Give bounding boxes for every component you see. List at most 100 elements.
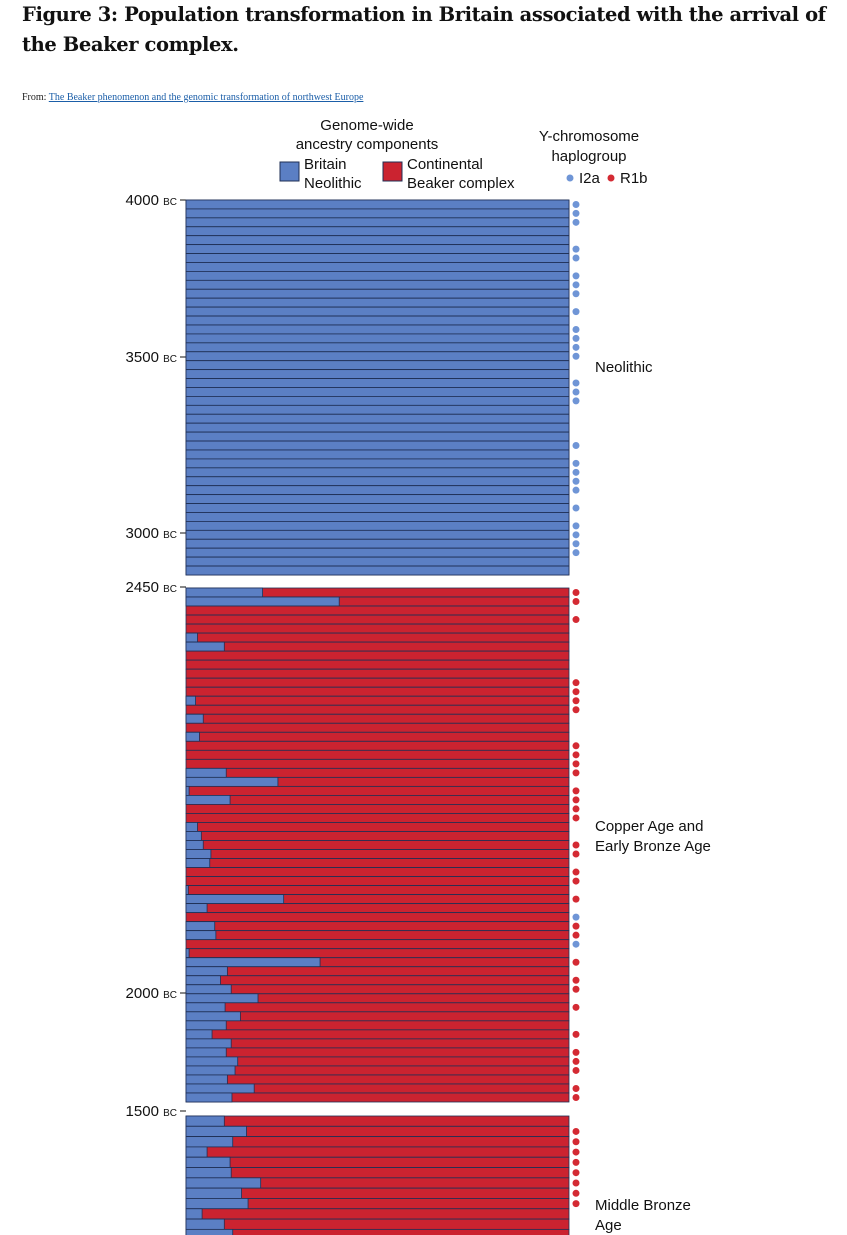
sample-bar-britain xyxy=(185,315,570,326)
sample-bar-britain xyxy=(185,297,570,308)
r1b-dot xyxy=(572,1048,580,1056)
r1b-dot xyxy=(572,751,580,759)
sample-bar-continental xyxy=(185,1056,570,1067)
i2a-dot xyxy=(572,281,580,289)
sample-bar-britain xyxy=(185,404,570,415)
sample-bar-continental xyxy=(185,650,570,661)
legend-swatch-continental-beaker xyxy=(382,161,403,182)
sample-bar-britain xyxy=(185,984,232,995)
legend-britain-line2: Neolithic xyxy=(304,175,362,192)
sample-bar-continental xyxy=(185,668,570,679)
source-article-link[interactable]: The Beaker phenomenon and the genomic tr… xyxy=(48,92,364,103)
i2a-dot xyxy=(572,352,580,360)
i2a-dot xyxy=(572,504,580,512)
r1b-dot xyxy=(572,1030,580,1038)
sample-bar-britain xyxy=(185,440,570,451)
legend-continental-line2: Beaker complex xyxy=(407,175,515,192)
sample-bar-britain xyxy=(185,396,570,406)
sample-bar-continental xyxy=(185,876,570,886)
sample-bar-britain xyxy=(185,306,570,317)
sample-bar-continental xyxy=(185,840,570,850)
i2a-dot xyxy=(572,459,580,467)
i2a-dot xyxy=(572,468,580,476)
sample-bar-continental xyxy=(185,1208,570,1220)
sample-bar-continental xyxy=(185,1146,570,1158)
sample-bar-britain xyxy=(185,1198,249,1210)
sample-bar-continental xyxy=(185,623,570,634)
i2a-dot xyxy=(572,245,580,253)
sample-bar-britain xyxy=(185,921,216,932)
r1b-dot xyxy=(572,1200,580,1208)
sample-bar-britain xyxy=(185,1125,247,1138)
period-label-line1: Copper Age and xyxy=(595,818,703,835)
r1b-dot xyxy=(572,1189,580,1197)
sample-bar-britain xyxy=(185,431,570,442)
sample-bar-britain xyxy=(185,217,570,228)
r1b-dot xyxy=(572,868,580,876)
sample-bar-britain xyxy=(185,1011,241,1022)
ancestry-legend: Genome-wide ancestry components Britain … xyxy=(279,117,515,192)
time-tick-label: 4000 BC xyxy=(126,192,177,209)
legend-britain-line1: Britain xyxy=(304,156,347,173)
sample-bar-britain xyxy=(185,538,570,549)
sample-bar-britain xyxy=(185,785,190,796)
sample-bar-continental xyxy=(185,921,570,932)
sample-bar-britain xyxy=(185,333,570,344)
r1b-dot xyxy=(572,787,580,795)
sample-bar-britain xyxy=(185,641,225,652)
r1b-dot xyxy=(572,760,580,768)
i2a-dot xyxy=(572,913,580,921)
r1b-dot xyxy=(572,1093,580,1101)
sample-bar-britain xyxy=(185,467,570,478)
sample-bar-continental xyxy=(185,858,570,868)
sample-bar-britain xyxy=(185,1208,203,1220)
period-labels: Neolithic Copper Age and Early Bronze Age M… xyxy=(595,359,711,1234)
haplogroup-legend: Y-chromosome haplogroup I2a R1b xyxy=(539,128,648,187)
time-tick-label: 3500 BC xyxy=(126,349,177,366)
sample-bar-continental xyxy=(185,641,570,652)
sample-bar-britain xyxy=(185,288,570,299)
sample-bar-continental xyxy=(185,831,570,841)
sample-bar-britain xyxy=(185,351,570,362)
i2a-dot xyxy=(572,334,580,342)
i2a-dot xyxy=(572,343,580,351)
sample-bar-britain xyxy=(185,1074,228,1085)
sample-bar-britain xyxy=(185,858,211,868)
i2a-dot xyxy=(572,308,580,316)
sample-bar-britain xyxy=(185,208,570,219)
i2a-dot xyxy=(572,940,580,948)
i2a-dot xyxy=(572,209,580,217)
legend-title-line2: ancestry components xyxy=(296,136,439,153)
legend-continental-line1: Continental xyxy=(407,156,483,173)
i2a-dot xyxy=(572,522,580,530)
sample-bar-continental xyxy=(185,740,570,751)
sample-bar-britain xyxy=(185,556,570,567)
sample-bar-britain xyxy=(185,1020,227,1031)
sample-bar-continental xyxy=(185,614,570,625)
period-label-line2: Age xyxy=(595,1217,622,1234)
r1b-dot xyxy=(572,814,580,822)
i2a-dot xyxy=(572,379,580,387)
sample-bar-britain xyxy=(185,776,279,787)
sample-bar-britain xyxy=(185,966,228,977)
sample-bar-britain xyxy=(185,1038,232,1049)
sample-bar-continental xyxy=(185,1218,570,1230)
r1b-legend-dot xyxy=(607,174,615,182)
sample-bar-britain xyxy=(185,822,198,832)
sample-bar-continental xyxy=(185,1092,570,1103)
sample-bar-continental xyxy=(185,722,570,733)
sample-bar-britain xyxy=(185,503,570,513)
sample-bar-britain xyxy=(185,713,204,724)
sample-bar-britain xyxy=(185,894,285,905)
sample-bar-britain xyxy=(185,529,570,540)
sample-bar-continental xyxy=(185,813,570,823)
ancestry-bars xyxy=(185,199,570,1235)
sample-bar-continental xyxy=(185,731,570,742)
sample-bar-britain xyxy=(185,253,570,263)
r1b-dot xyxy=(572,697,580,705)
sample-bar-britain xyxy=(185,930,217,941)
sample-bar-britain xyxy=(185,1029,213,1040)
sample-bar-britain xyxy=(185,387,570,397)
time-tick-label: 2000 BC xyxy=(126,985,177,1002)
sample-bar-continental xyxy=(185,1187,570,1199)
